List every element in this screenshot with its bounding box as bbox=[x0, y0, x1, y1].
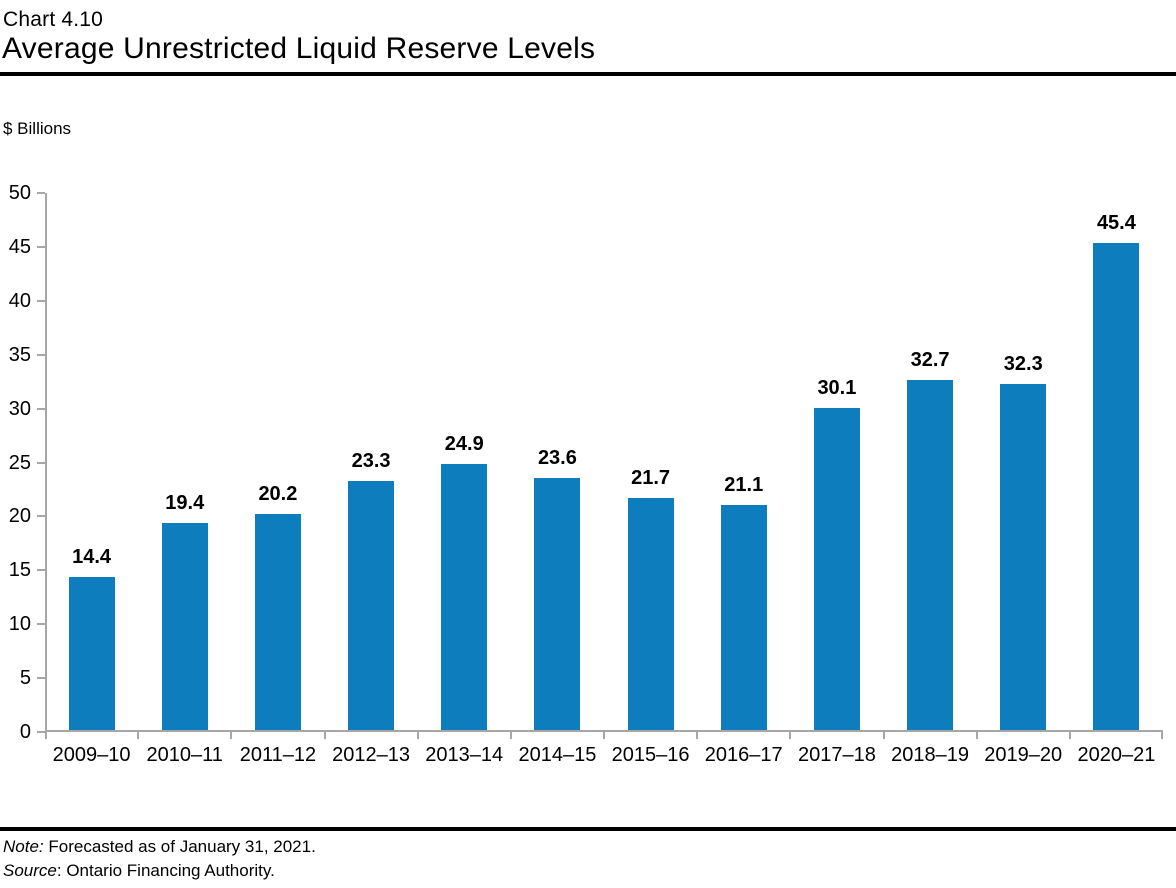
x-axis-category-label: 2012–13 bbox=[332, 744, 411, 766]
bar bbox=[534, 477, 581, 732]
bar-value-label: 19.4 bbox=[165, 491, 205, 514]
y-axis-tick-label: 20 bbox=[8, 505, 31, 528]
y-axis-tick-label: 0 bbox=[19, 721, 31, 743]
x-axis-tick bbox=[789, 730, 792, 739]
y-axis-tick-label: 30 bbox=[8, 397, 31, 420]
bar bbox=[627, 498, 674, 732]
y-axis-tick bbox=[37, 623, 45, 626]
bar-value-label: 14.4 bbox=[72, 545, 112, 568]
x-axis-tick bbox=[975, 730, 978, 739]
y-axis-tick-label: 50 bbox=[8, 182, 31, 204]
x-axis-tick bbox=[416, 730, 419, 739]
y-axis-tick bbox=[37, 192, 45, 194]
bar-value-label: 20.2 bbox=[258, 483, 298, 506]
bar bbox=[813, 407, 860, 732]
x-axis-category-label: 2017–18 bbox=[797, 744, 876, 766]
x-axis-tick bbox=[696, 730, 699, 739]
bar bbox=[907, 379, 954, 732]
bar bbox=[441, 463, 488, 732]
x-axis-category-label: 2020–21 bbox=[1077, 744, 1156, 766]
y-axis-tick-label: 25 bbox=[8, 451, 31, 474]
x-axis-category-label: 2010–11 bbox=[146, 744, 223, 766]
x-axis-tick bbox=[509, 730, 512, 739]
y-axis-tick bbox=[37, 353, 45, 356]
bar bbox=[1093, 242, 1140, 732]
x-axis-category-label: 2019–20 bbox=[984, 744, 1063, 766]
source-label: Source bbox=[3, 861, 57, 880]
bar bbox=[161, 522, 208, 732]
note-text: Forecasted as of January 31, 2021. bbox=[43, 837, 316, 856]
bar bbox=[720, 504, 767, 732]
y-axis-tick bbox=[37, 461, 45, 464]
bar-value-label: 21.7 bbox=[631, 467, 671, 490]
footer-divider bbox=[0, 827, 1176, 831]
y-axis-tick bbox=[37, 245, 45, 248]
bar bbox=[348, 480, 395, 732]
plot-area: 0 5 10 15 20 25 30 35 40 45 50 14.4 2009–10 19.4 2010–… bbox=[9, 182, 1163, 766]
bar-value-label: 32.3 bbox=[1003, 352, 1043, 375]
x-axis-tick bbox=[323, 730, 326, 739]
y-axis-tick-label: 45 bbox=[8, 235, 31, 258]
bar-value-label: 24.9 bbox=[444, 432, 484, 455]
bar bbox=[254, 514, 301, 732]
x-axis-tick bbox=[1161, 730, 1163, 739]
x-axis-category-label: 2016–17 bbox=[704, 744, 783, 766]
x-axis-category-label: 2018–19 bbox=[891, 744, 970, 766]
bar-value-label: 45.4 bbox=[1096, 211, 1136, 234]
note-line: Note: Forecasted as of January 31, 2021. bbox=[3, 836, 316, 857]
y-axis-tick bbox=[37, 299, 45, 302]
y-axis-tick bbox=[37, 407, 45, 410]
x-axis-tick bbox=[1068, 730, 1071, 739]
bar-value-label: 32.7 bbox=[910, 348, 950, 371]
title-divider bbox=[0, 72, 1176, 76]
y-axis-tick bbox=[37, 569, 45, 572]
y-axis-unit-label: $ Billions bbox=[3, 119, 72, 138]
y-axis-tick-label: 15 bbox=[8, 559, 31, 582]
bar-value-label: 30.1 bbox=[817, 376, 857, 399]
x-axis-tick bbox=[45, 730, 47, 739]
x-axis-tick bbox=[137, 730, 140, 739]
y-axis-tick bbox=[37, 731, 45, 733]
y-axis-tick bbox=[37, 677, 45, 680]
x-axis-category-label: 2015–16 bbox=[611, 744, 690, 766]
source-line: Source: Ontario Financing Authority. bbox=[3, 860, 275, 881]
y-axis-tick bbox=[37, 515, 45, 518]
bar bbox=[68, 576, 115, 732]
note-label: Note: bbox=[3, 837, 44, 856]
bar-value-label: 23.3 bbox=[351, 449, 391, 472]
x-axis-tick bbox=[230, 730, 233, 739]
y-axis-tick-label: 5 bbox=[19, 667, 31, 690]
y-axis-line bbox=[45, 193, 47, 732]
x-axis-tick bbox=[603, 730, 605, 739]
bar-value-label: 21.1 bbox=[724, 473, 764, 496]
source-text: : Ontario Financing Authority. bbox=[56, 861, 275, 880]
bar-value-label: 23.6 bbox=[537, 446, 577, 469]
x-axis-category-label: 2009–10 bbox=[52, 744, 131, 766]
y-axis-tick-label: 40 bbox=[8, 289, 31, 312]
x-axis-tick bbox=[882, 730, 885, 739]
y-axis-tick-label: 10 bbox=[8, 613, 31, 636]
chart-number: Chart 4.10 bbox=[3, 8, 104, 31]
chart-title: Average Unrestricted Liquid Reserve Leve… bbox=[2, 32, 596, 65]
bar bbox=[1000, 383, 1047, 732]
x-axis-category-label: 2011–12 bbox=[239, 744, 317, 766]
x-axis-category-label: 2013–14 bbox=[425, 744, 504, 766]
y-axis-tick-label: 35 bbox=[8, 343, 31, 366]
x-axis-category-label: 2014–15 bbox=[518, 744, 597, 766]
